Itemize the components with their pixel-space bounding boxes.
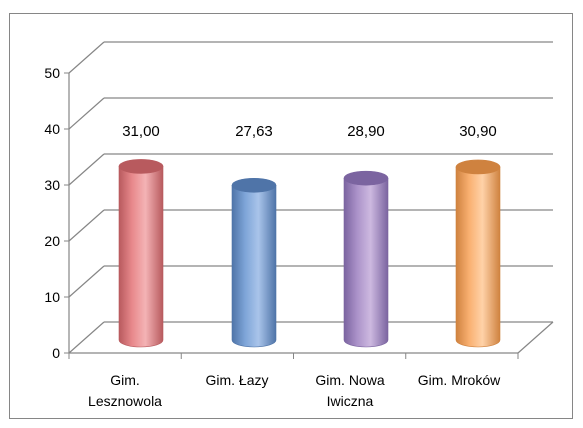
data-label: 31,00 <box>122 123 160 140</box>
y-tick-label: 20 <box>44 233 60 249</box>
depth-line <box>68 321 105 354</box>
x-category-label: Gim. Łazy <box>205 372 268 388</box>
y-tick-label: 0 <box>52 345 60 361</box>
depth-line <box>68 265 105 298</box>
y-tick-label: 10 <box>44 289 60 305</box>
bar-body <box>118 166 164 348</box>
bar-top <box>455 159 501 175</box>
bar-body <box>455 166 501 348</box>
bar-top <box>118 159 164 174</box>
floor-right-edge <box>517 321 554 354</box>
depth-line <box>68 209 105 242</box>
bar-layer <box>118 159 501 348</box>
y-tick-label: 40 <box>44 121 60 137</box>
data-label: 30,90 <box>459 123 497 140</box>
label-layer: 0 10 20 30 40 50 31,00 27,63 28,90 30,90 Gim. Leszn… <box>44 65 501 409</box>
bar-body <box>231 184 277 348</box>
y-tick-label: 30 <box>44 177 60 193</box>
x-category-label: Gim. Lesznowola <box>88 372 162 409</box>
bar-cylinder <box>455 159 501 348</box>
bar-cylinder <box>231 177 277 348</box>
depth-line <box>68 41 105 74</box>
bar-top <box>343 170 389 186</box>
bar-top <box>231 177 277 193</box>
bar-cylinder <box>118 159 164 348</box>
bar-cylinder <box>343 170 389 348</box>
data-label: 27,63 <box>235 123 273 140</box>
y-tick-label: 50 <box>44 65 60 81</box>
x-category-label: Gim. Mroków <box>418 372 501 388</box>
x-category-label: Gim. Nowa Iwiczna <box>315 372 384 409</box>
axis-layer <box>64 72 554 359</box>
depth-line <box>68 153 105 186</box>
depth-line <box>68 97 105 130</box>
bar-body <box>343 177 389 348</box>
data-label: 28,90 <box>347 123 385 140</box>
